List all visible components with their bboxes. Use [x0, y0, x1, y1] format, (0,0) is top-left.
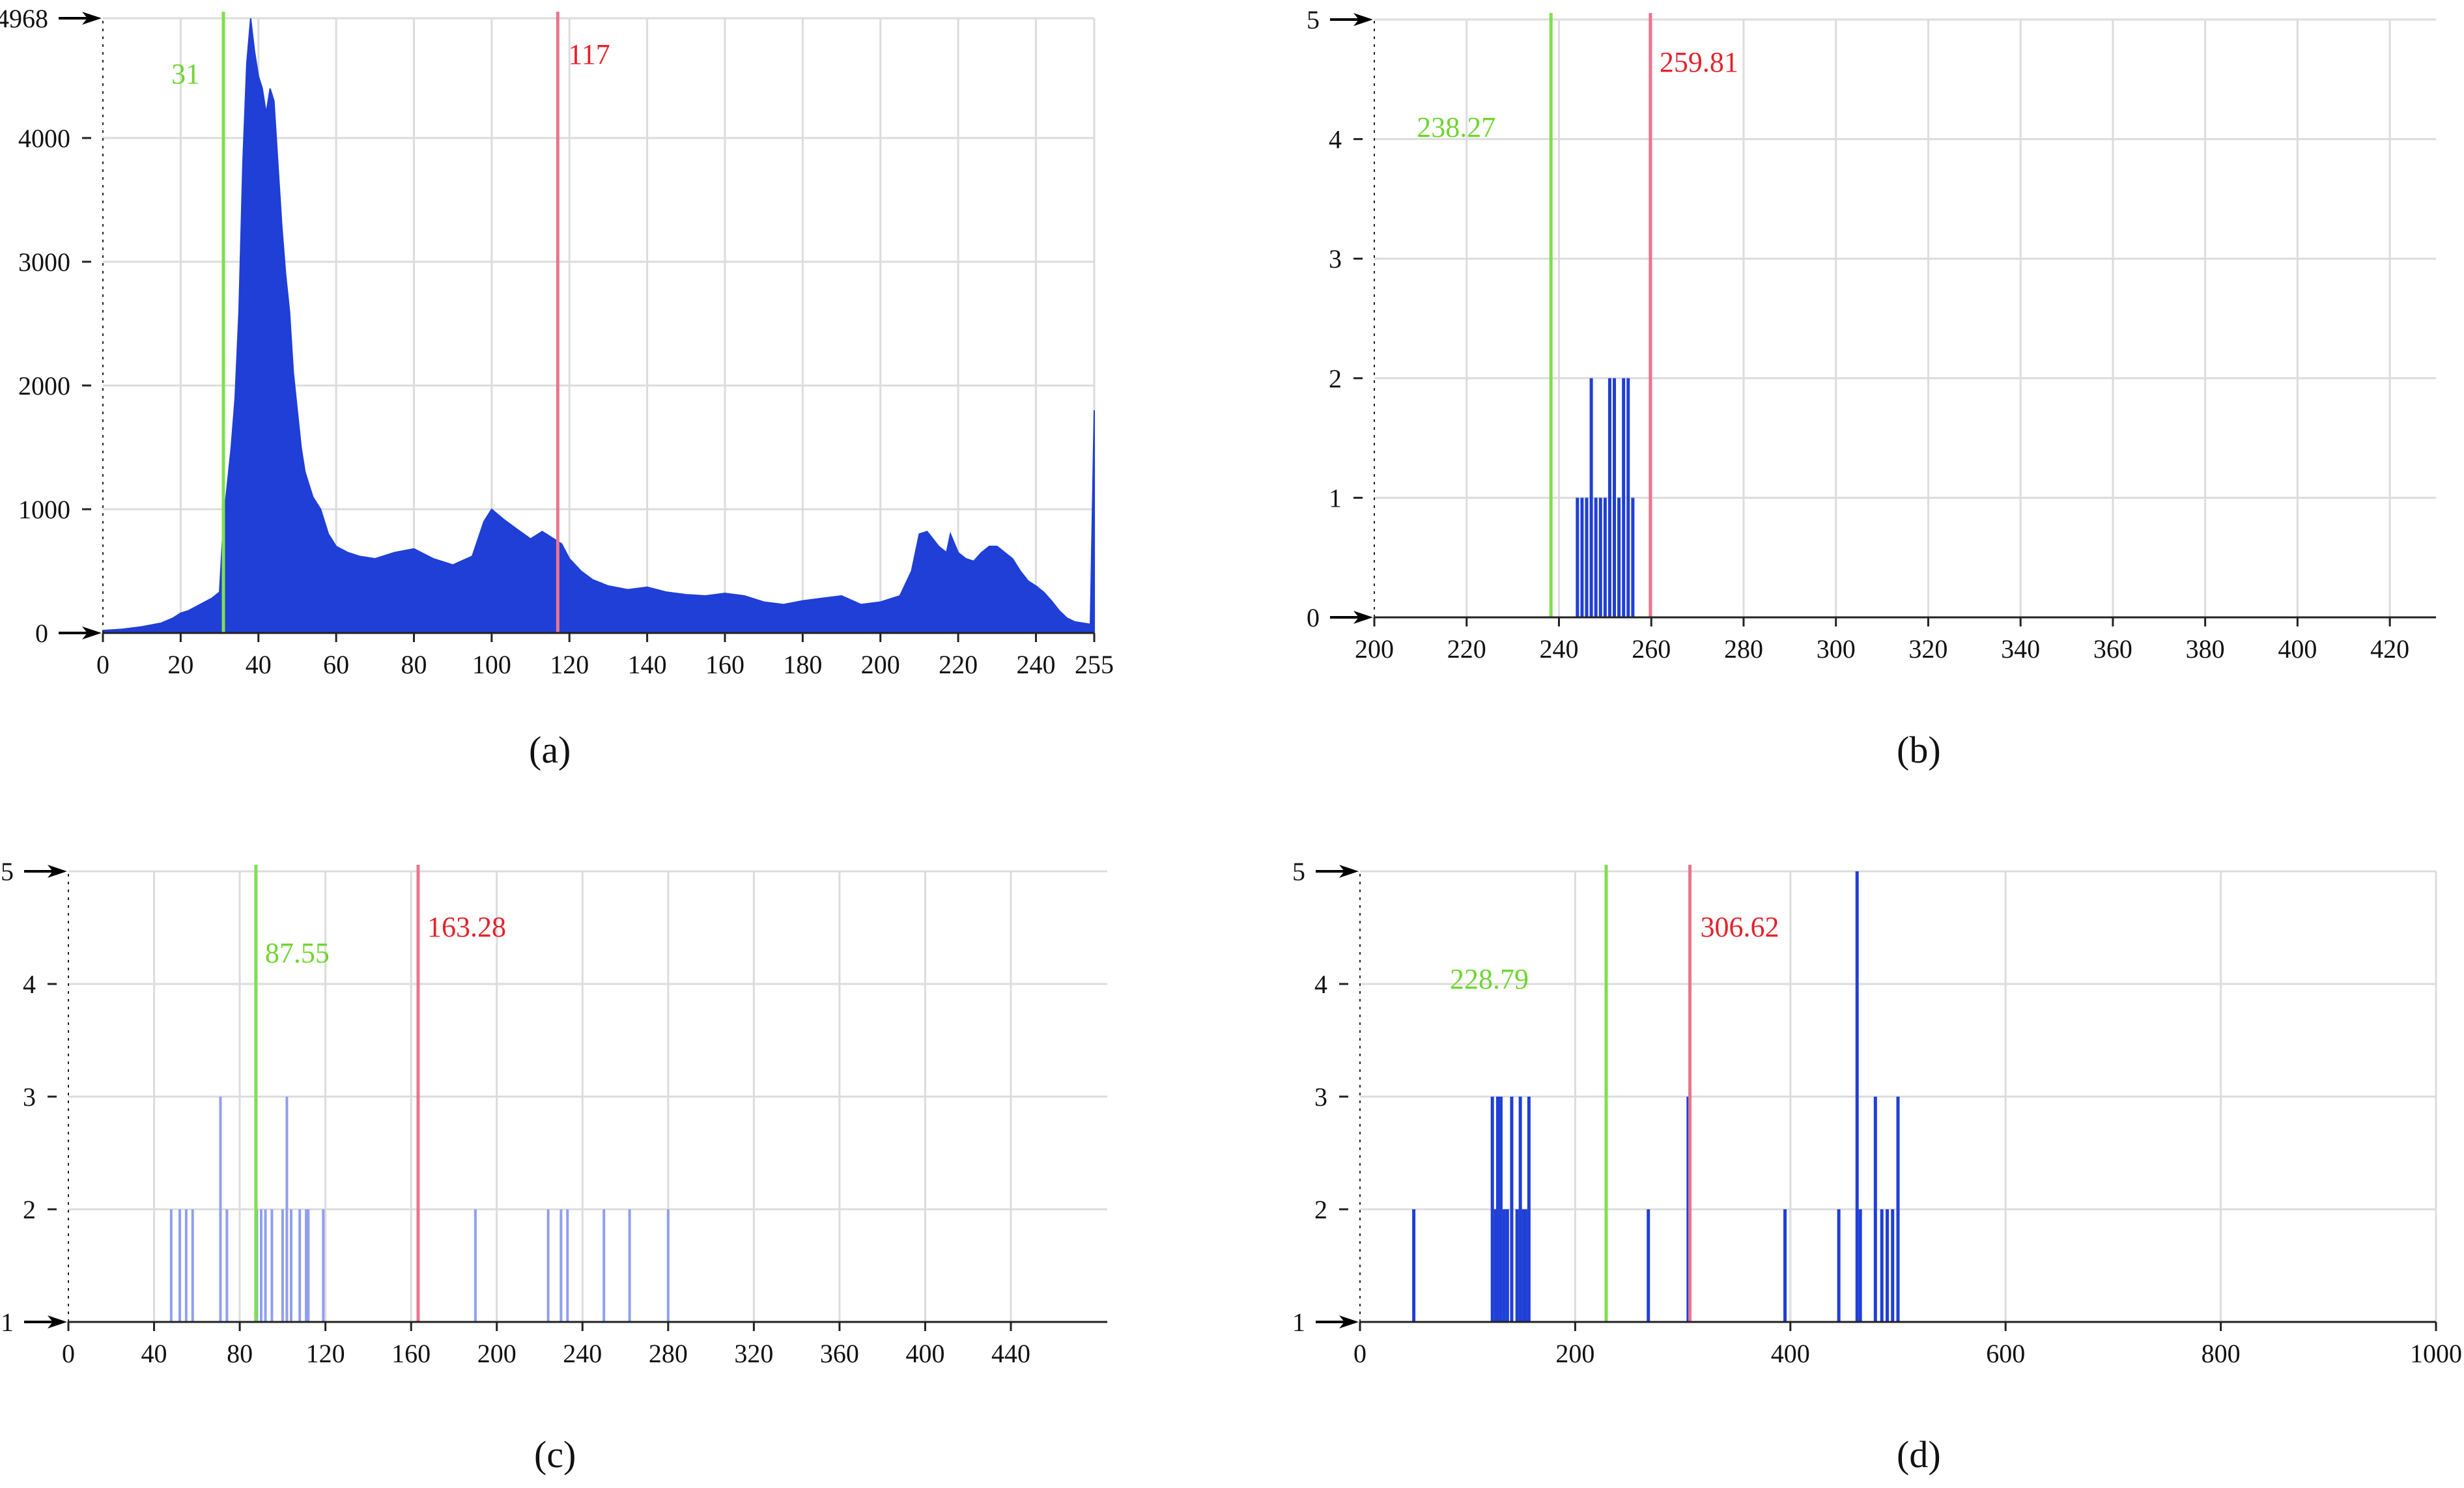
x-tick-label-b-7: 340 [2001, 634, 2040, 664]
y-tick-label-b-3: 3 [1329, 244, 1342, 274]
red-threshold-label-b: 259.81 [1660, 46, 1738, 78]
x-tick-label-c-4: 160 [391, 1339, 431, 1368]
caption-b: (b) [1897, 729, 1941, 771]
x-tick-label-c-9: 360 [820, 1339, 859, 1368]
y-arrow-a-5-head [82, 12, 102, 25]
red-threshold-label-a: 117 [568, 38, 610, 70]
x-tick-label-b-0: 200 [1355, 634, 1394, 664]
y-arrow-c-4-head [48, 865, 67, 878]
x-tick-label-c-8: 320 [734, 1339, 773, 1368]
x-tick-label-d-2: 400 [1771, 1339, 1810, 1368]
chart-panel-d: 228.79 306.62 0 200 400 600 800 1000 1 2 3 4 5 [1264, 840, 2464, 1426]
y-tick-label-b-1: 1 [1329, 483, 1342, 512]
x-tick-label-b-10: 400 [2278, 634, 2317, 664]
y-arrow-d-4-head [1339, 865, 1359, 878]
x-tick-label-d-1: 200 [1555, 1339, 1594, 1368]
x-tick-label-a-12: 240 [1016, 650, 1055, 679]
y-arrow-b-5-head [1353, 13, 1373, 26]
x-tick-label-a-2: 40 [246, 650, 272, 679]
x-tick-label-a-9: 180 [783, 650, 822, 679]
x-tick-label-c-6: 240 [563, 1339, 602, 1368]
x-tick-label-c-10: 400 [905, 1339, 944, 1368]
y-arrow-c-0-head [48, 1315, 67, 1328]
x-tick-label-a-8: 160 [705, 650, 744, 679]
y-tick-label-c-3: 4 [23, 970, 36, 999]
y-tick-label-c-1: 2 [23, 1195, 36, 1224]
red-threshold-label-d: 306.62 [1701, 911, 1779, 943]
x-tick-label-b-1: 220 [1447, 634, 1486, 664]
caption-c: (c) [534, 1433, 576, 1476]
x-tick-label-a-3: 60 [323, 650, 349, 679]
histogram-area-a [102, 18, 1095, 634]
x-tick-label-d-5: 1000 [2410, 1339, 2462, 1368]
y-tick-label-d-0: 1 [1292, 1308, 1305, 1337]
y-tick-label-b-0: 0 [1307, 603, 1320, 632]
y-tick-label-d-4: 5 [1292, 857, 1305, 886]
x-tick-label-a-1: 20 [167, 650, 193, 679]
y-tick-label-a-5: 4968 [0, 4, 48, 33]
x-tick-label-b-6: 320 [1908, 634, 1947, 664]
caption-a: (a) [529, 729, 571, 771]
green-threshold-label-a: 31 [171, 58, 200, 90]
x-tick-label-c-1: 40 [141, 1339, 167, 1368]
x-tick-label-b-9: 380 [2186, 634, 2225, 664]
x-tick-label-a-6: 120 [550, 650, 589, 679]
y-tick-label-d-1: 2 [1314, 1195, 1327, 1224]
chart-svg-c: 87.55 163.28 0 40 80 120 160 200 240 280 320 360 400… [1, 857, 1107, 1368]
y-tick-label-b-2: 2 [1329, 364, 1342, 393]
y-tick-label-c-4: 5 [1, 857, 14, 886]
chart-panel-c: 87.55 163.28 0 40 80 120 160 200 240 280 320 360 400… [0, 840, 1120, 1426]
green-threshold-label-b: 238.27 [1417, 111, 1495, 143]
x-tick-label-a-11: 220 [939, 650, 978, 679]
green-threshold-label-d: 228.79 [1450, 963, 1529, 995]
x-tick-label-a-10: 200 [861, 650, 900, 679]
y-tick-label-a-3: 3000 [18, 247, 70, 277]
green-threshold-label-c: 87.55 [265, 937, 330, 969]
chart-panel-b: 238.27 259.81 200 220 240 260 280 300 320 340 360 3… [1264, 0, 2464, 697]
x-tick-label-d-4: 800 [2202, 1339, 2241, 1368]
y-tick-label-a-2: 2000 [18, 371, 70, 400]
x-tick-label-b-2: 240 [1539, 634, 1578, 664]
y-arrow-d-0-head [1339, 1315, 1359, 1328]
x-tick-label-a-0: 0 [96, 650, 109, 679]
x-tick-label-b-3: 260 [1632, 634, 1671, 664]
x-tick-label-c-2: 80 [227, 1339, 253, 1368]
red-threshold-label-c: 163.28 [427, 911, 506, 943]
caption-d: (d) [1897, 1433, 1941, 1476]
y-tick-label-d-3: 4 [1314, 970, 1327, 999]
x-tick-label-c-5: 200 [477, 1339, 517, 1368]
x-tick-label-b-4: 280 [1724, 634, 1763, 664]
x-tick-label-d-0: 0 [1353, 1339, 1367, 1368]
x-tick-label-b-11: 420 [2370, 634, 2409, 664]
y-tick-label-a-0: 0 [35, 619, 48, 648]
x-tick-label-d-3: 600 [1986, 1339, 2025, 1368]
x-tick-label-b-5: 300 [1817, 634, 1856, 664]
x-tick-label-c-0: 0 [62, 1339, 75, 1368]
x-tick-label-a-4: 80 [401, 650, 427, 679]
x-tick-label-c-11: 440 [991, 1339, 1030, 1368]
x-tick-label-a-13: 255 [1075, 650, 1114, 679]
y-arrow-a-0-head [82, 626, 102, 639]
x-tick-label-a-5: 100 [472, 650, 511, 679]
y-arrow-b-0-head [1353, 611, 1373, 624]
x-tick-label-b-8: 360 [2093, 634, 2132, 664]
y-tick-label-d-2: 3 [1314, 1082, 1327, 1112]
x-tick-label-c-3: 120 [306, 1339, 345, 1368]
x-tick-label-a-7: 140 [628, 650, 667, 679]
y-tick-label-c-0: 1 [1, 1308, 14, 1337]
y-tick-label-a-1: 1000 [18, 495, 70, 524]
chart-svg-d: 228.79 306.62 0 200 400 600 800 1000 1 2 3 4 5 [1292, 857, 2462, 1368]
y-tick-label-b-4: 4 [1329, 125, 1342, 154]
y-tick-label-b-5: 5 [1307, 5, 1320, 35]
y-tick-label-c-2: 3 [23, 1082, 36, 1112]
chart-panel-a: 31 117 0 20 40 60 80 100 120 140 160 180 200 220 240 25… [0, 0, 1120, 697]
y-tick-label-a-4: 4000 [18, 124, 70, 153]
x-tick-label-c-7: 280 [649, 1339, 688, 1368]
chart-svg-a: 31 117 0 20 40 60 80 100 120 140 160 180 200 220 240 25… [0, 4, 1114, 679]
